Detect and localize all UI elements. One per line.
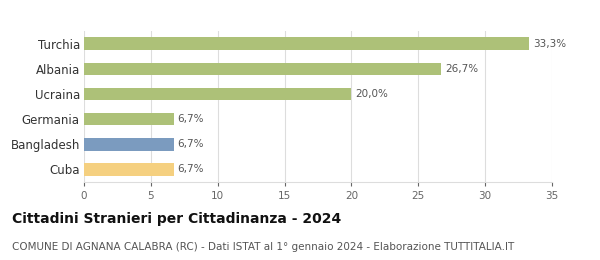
Text: Cittadini Stranieri per Cittadinanza - 2024: Cittadini Stranieri per Cittadinanza - 2… [12, 212, 341, 226]
Text: 33,3%: 33,3% [533, 39, 566, 49]
Text: COMUNE DI AGNANA CALABRA (RC) - Dati ISTAT al 1° gennaio 2024 - Elaborazione TUT: COMUNE DI AGNANA CALABRA (RC) - Dati IST… [12, 242, 514, 252]
Text: 20,0%: 20,0% [355, 89, 388, 99]
Bar [84, 88, 352, 100]
Bar [84, 37, 529, 50]
Bar [84, 138, 173, 151]
Bar [84, 113, 173, 126]
Text: 6,7%: 6,7% [178, 114, 204, 124]
Text: 26,7%: 26,7% [445, 64, 478, 74]
Text: 6,7%: 6,7% [178, 164, 204, 174]
Text: 6,7%: 6,7% [178, 139, 204, 149]
Bar [84, 163, 173, 176]
Bar [84, 63, 441, 75]
